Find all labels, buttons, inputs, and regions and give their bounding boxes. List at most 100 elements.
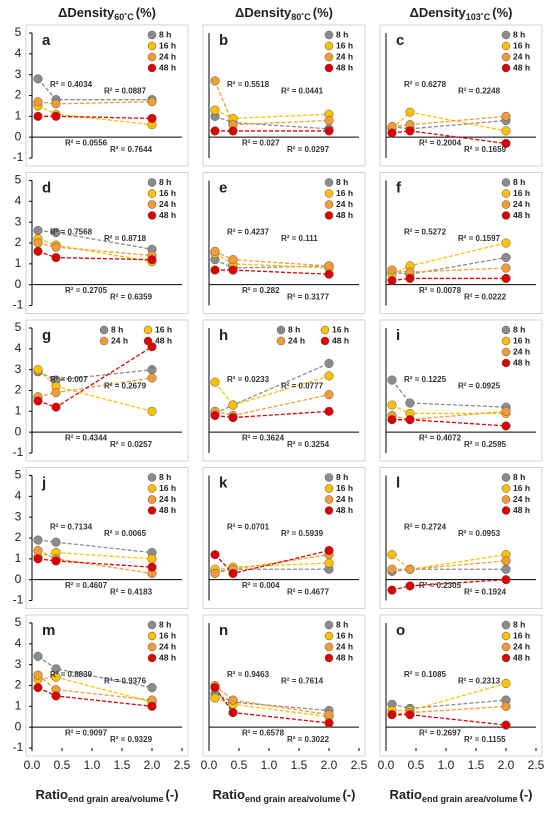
y-tick-label: -1	[13, 298, 24, 312]
legend-label: 16 h	[155, 324, 172, 334]
legend-label: 24 h	[513, 346, 530, 356]
legend-marker	[147, 484, 157, 493]
trend-line	[214, 375, 330, 406]
panel-frame	[25, 467, 189, 609]
data-point	[324, 358, 334, 368]
data-point	[147, 255, 157, 265]
panel-letter: g	[42, 327, 51, 344]
annotation: R² = 0.2705	[65, 286, 108, 295]
x-tick-label: 0.5	[54, 758, 71, 772]
data-point	[387, 585, 397, 595]
data-point	[387, 375, 397, 385]
annotation: R² = 0.4677	[287, 587, 330, 596]
data-point	[501, 564, 511, 574]
data-point	[33, 535, 43, 545]
y-tick-label: 0	[15, 277, 22, 291]
data-point	[405, 415, 415, 425]
legend-marker	[147, 178, 157, 187]
annotation: R² = 0.4607	[65, 581, 108, 590]
y-tick-label: 3	[15, 67, 22, 81]
legend-marker	[501, 620, 511, 630]
data-point	[33, 74, 43, 84]
y-tick-label: 0	[15, 424, 22, 438]
data-point	[501, 126, 511, 136]
legend-marker	[147, 52, 157, 62]
data-point	[33, 396, 43, 406]
x-tick-label: 1.0	[84, 758, 101, 772]
data-point	[147, 97, 157, 107]
y-tick-label: -1	[13, 740, 24, 754]
y-tick-label: 4	[15, 341, 22, 355]
legend-marker	[324, 653, 334, 663]
legend-label: 16 h	[336, 188, 353, 198]
y-tick-label: 1	[15, 551, 22, 565]
title-unit: (-)	[343, 787, 356, 802]
y-tick-label: 4	[15, 46, 22, 60]
annotation: R² = 0.2595	[464, 440, 507, 449]
data-point	[228, 568, 238, 578]
legend-marker	[147, 211, 157, 220]
title-sub: 80˚C	[291, 12, 311, 22]
data-point	[33, 238, 43, 248]
annotation: R² = 0.9097	[65, 729, 108, 738]
legend-label: 8 h	[111, 324, 123, 334]
legend-marker	[143, 336, 153, 346]
data-point	[387, 564, 397, 574]
legend-label: 8 h	[513, 472, 525, 482]
legend-label: 24 h	[513, 494, 530, 504]
legend-marker	[324, 506, 334, 515]
data-point	[51, 556, 61, 566]
legend-label: 8 h	[159, 177, 171, 187]
y-tick-label: 4	[15, 489, 22, 503]
legend-marker	[501, 41, 511, 51]
panel-frame	[202, 467, 366, 609]
data-point	[210, 76, 220, 86]
legend-marker	[324, 211, 334, 220]
data-point	[405, 564, 415, 574]
legend-label: 48 h	[159, 62, 176, 72]
panel-letter: i	[396, 327, 400, 344]
legend-label: 48 h	[513, 357, 530, 367]
y-tick-label: 0	[15, 572, 22, 586]
data-point	[51, 691, 61, 701]
title-unit: (-)	[520, 787, 533, 802]
annotation: R² = 0.9463	[227, 670, 270, 679]
legend-label: 8 h	[513, 324, 525, 334]
title-main: Ratio	[35, 787, 68, 802]
data-point	[387, 550, 397, 560]
data-point	[33, 111, 43, 121]
data-point	[228, 400, 238, 410]
legend-label: 16 h	[513, 40, 530, 50]
data-point	[210, 265, 220, 275]
legend-marker	[324, 631, 334, 641]
legend-marker	[324, 473, 334, 482]
panel-letter: o	[396, 622, 405, 639]
x-tick-label: 0.0	[378, 758, 395, 772]
data-point	[405, 126, 415, 136]
legend-label: 16 h	[159, 40, 176, 50]
legend-marker	[501, 642, 511, 652]
data-point	[33, 97, 43, 107]
y-tick-label: 2	[15, 88, 22, 102]
title-unit: (%)	[313, 5, 333, 20]
legend-marker	[324, 30, 334, 40]
legend-marker	[324, 189, 334, 198]
data-point	[147, 683, 157, 693]
legend-label: 8 h	[513, 177, 525, 187]
legend-label: 48 h	[155, 335, 172, 345]
axis-title: Ratioend grain area/volume (-)	[212, 787, 355, 804]
annotation: R² = 0.8718	[104, 234, 147, 243]
legend-marker	[501, 200, 511, 209]
data-point	[51, 402, 61, 412]
trend-line	[37, 674, 153, 701]
data-point	[210, 246, 220, 256]
x-tick-label: 1.0	[261, 758, 278, 772]
legend-label: 8 h	[513, 619, 525, 629]
legend-marker	[501, 506, 511, 515]
y-tick-label: 5	[15, 615, 22, 629]
legend-label: 48 h	[513, 505, 530, 515]
x-tick-label: 1.5	[291, 758, 308, 772]
legend-label: 16 h	[513, 483, 530, 493]
legend-label: 16 h	[159, 188, 176, 198]
y-tick-label: 2	[15, 530, 22, 544]
